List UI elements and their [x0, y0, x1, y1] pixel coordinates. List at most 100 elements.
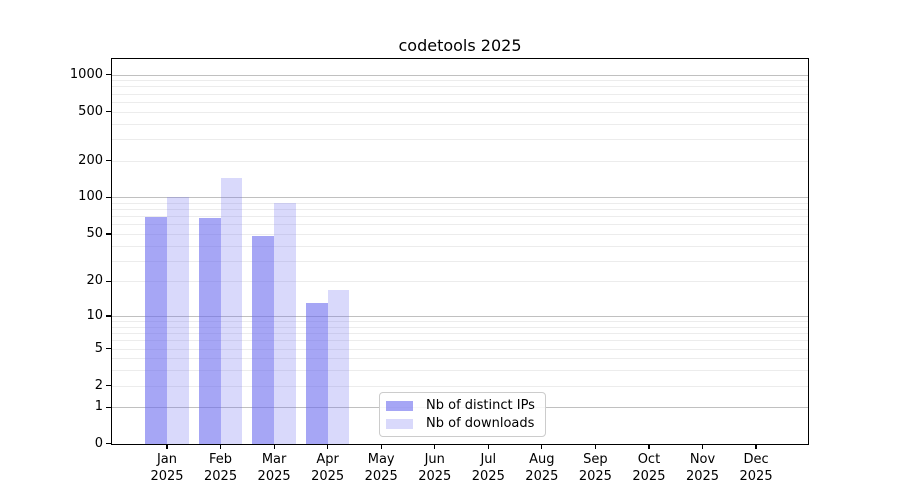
x-tick-year: 2025 [578, 468, 612, 484]
minor-gridline [112, 123, 808, 125]
x-tick-month: Feb [209, 452, 233, 467]
x-tick-label: Jul 2025 [461, 452, 515, 485]
x-tick-label: Mar 2025 [247, 452, 301, 485]
legend-swatch-downloads-icon [386, 418, 413, 429]
minor-gridline [112, 224, 808, 226]
x-tick-label: Oct 2025 [622, 452, 676, 485]
x-tick-month: Jun [424, 452, 445, 467]
y-tick-label: 2 [94, 377, 103, 393]
x-tick-mark [648, 444, 650, 449]
minor-gridline [112, 111, 808, 113]
legend-label-downloads: Nb of downloads [426, 415, 535, 431]
x-tick-mark [273, 444, 275, 449]
bar-distinct-ips-mar [252, 236, 275, 444]
x-tick-mark [219, 444, 222, 449]
x-tick-label: Dec 2025 [729, 452, 783, 485]
x-tick-label: Feb 2025 [194, 452, 248, 485]
y-tick-mark [105, 315, 112, 317]
x-tick-year: 2025 [150, 468, 184, 484]
x-tick-year: 2025 [418, 468, 452, 484]
x-tick-year: 2025 [471, 468, 505, 484]
x-tick-month: Oct [637, 452, 661, 467]
x-tick-label: Jun 2025 [408, 452, 462, 485]
x-tick-month: Apr [316, 452, 339, 467]
minor-gridline [112, 326, 808, 328]
plot-frame [111, 58, 809, 445]
bar-distinct-ips-jan [145, 216, 167, 444]
minor-gridline [112, 216, 808, 218]
legend-label-distinct-ips: Nb of distinct IPs [426, 397, 535, 413]
legend-item-distinct-ips: Nb of distinct IPs [386, 397, 537, 413]
x-tick-mark [701, 444, 704, 449]
x-tick-mark [166, 444, 168, 449]
x-tick-label: Jan 2025 [140, 452, 194, 485]
y-tick-label: 200 [78, 152, 103, 168]
y-tick-label: 500 [78, 103, 103, 119]
minor-gridline [112, 202, 808, 204]
x-tick-month: Sep [583, 452, 608, 467]
minor-gridline [112, 348, 808, 350]
minor-gridline [112, 340, 808, 342]
x-tick-year: 2025 [632, 468, 666, 484]
y-tick-mark [105, 73, 112, 76]
x-tick-label: Aug 2025 [515, 452, 569, 485]
minor-gridline [112, 281, 808, 283]
x-tick-month: Jul [480, 452, 497, 467]
x-tick-year: 2025 [204, 468, 238, 484]
y-tick-mark [105, 385, 112, 387]
minor-gridline [112, 333, 808, 335]
x-tick-year: 2025 [739, 468, 773, 484]
legend: Nb of distinct IPs Nb of downloads [379, 392, 546, 437]
chart-title: codetools 2025 [398, 36, 522, 55]
minor-gridline [112, 80, 808, 82]
minor-gridline [112, 385, 808, 387]
x-tick-year: 2025 [311, 468, 345, 484]
y-tick-label: 1000 [69, 66, 103, 82]
x-tick-label: Nov 2025 [676, 452, 730, 485]
y-tick-label: 1 [94, 399, 103, 415]
legend-swatch-distinct-ips-icon [386, 400, 413, 411]
bar-distinct-ips-apr [305, 303, 328, 444]
x-tick-mark [594, 444, 596, 449]
bar-distinct-ips-feb [198, 217, 221, 444]
y-tick-label: 100 [78, 189, 103, 205]
bar-downloads-jan [167, 196, 189, 444]
x-tick-month: Dec [743, 452, 769, 467]
minor-gridline [112, 370, 808, 372]
x-tick-mark [327, 444, 329, 449]
y-tick-mark [105, 406, 112, 408]
x-tick-month: Nov [689, 452, 716, 467]
x-tick-mark [380, 444, 382, 449]
y-tick-mark [105, 347, 112, 350]
x-tick-label: Sep 2025 [568, 452, 622, 485]
minor-gridline [112, 321, 808, 323]
y-tick-label: 20 [86, 273, 103, 289]
x-tick-month: Jan [156, 452, 178, 467]
x-tick-year: 2025 [257, 468, 291, 484]
major-gridline [112, 197, 808, 199]
y-tick-mark [105, 159, 112, 162]
x-tick-month: May [367, 452, 395, 467]
x-tick-mark [434, 444, 436, 449]
major-gridline [112, 74, 808, 76]
y-tick-mark [105, 233, 112, 235]
minor-gridline [112, 260, 808, 262]
bar-downloads-apr [327, 289, 350, 444]
minor-gridline [112, 86, 808, 88]
x-tick-label: Apr 2025 [301, 452, 355, 485]
x-tick-mark [541, 444, 543, 449]
bar-downloads-feb [220, 178, 243, 444]
minor-gridline [112, 233, 808, 235]
x-tick-label: May 2025 [354, 452, 408, 485]
y-tick-mark [105, 443, 112, 445]
y-tick-label: 5 [94, 340, 103, 356]
minor-gridline [112, 358, 808, 360]
minor-gridline [112, 209, 808, 211]
minor-gridline [112, 93, 808, 95]
x-tick-mark [487, 444, 489, 449]
minor-gridline [112, 138, 808, 140]
minor-gridline [112, 101, 808, 103]
y-tick-mark [105, 280, 112, 283]
y-tick-mark [105, 196, 112, 198]
